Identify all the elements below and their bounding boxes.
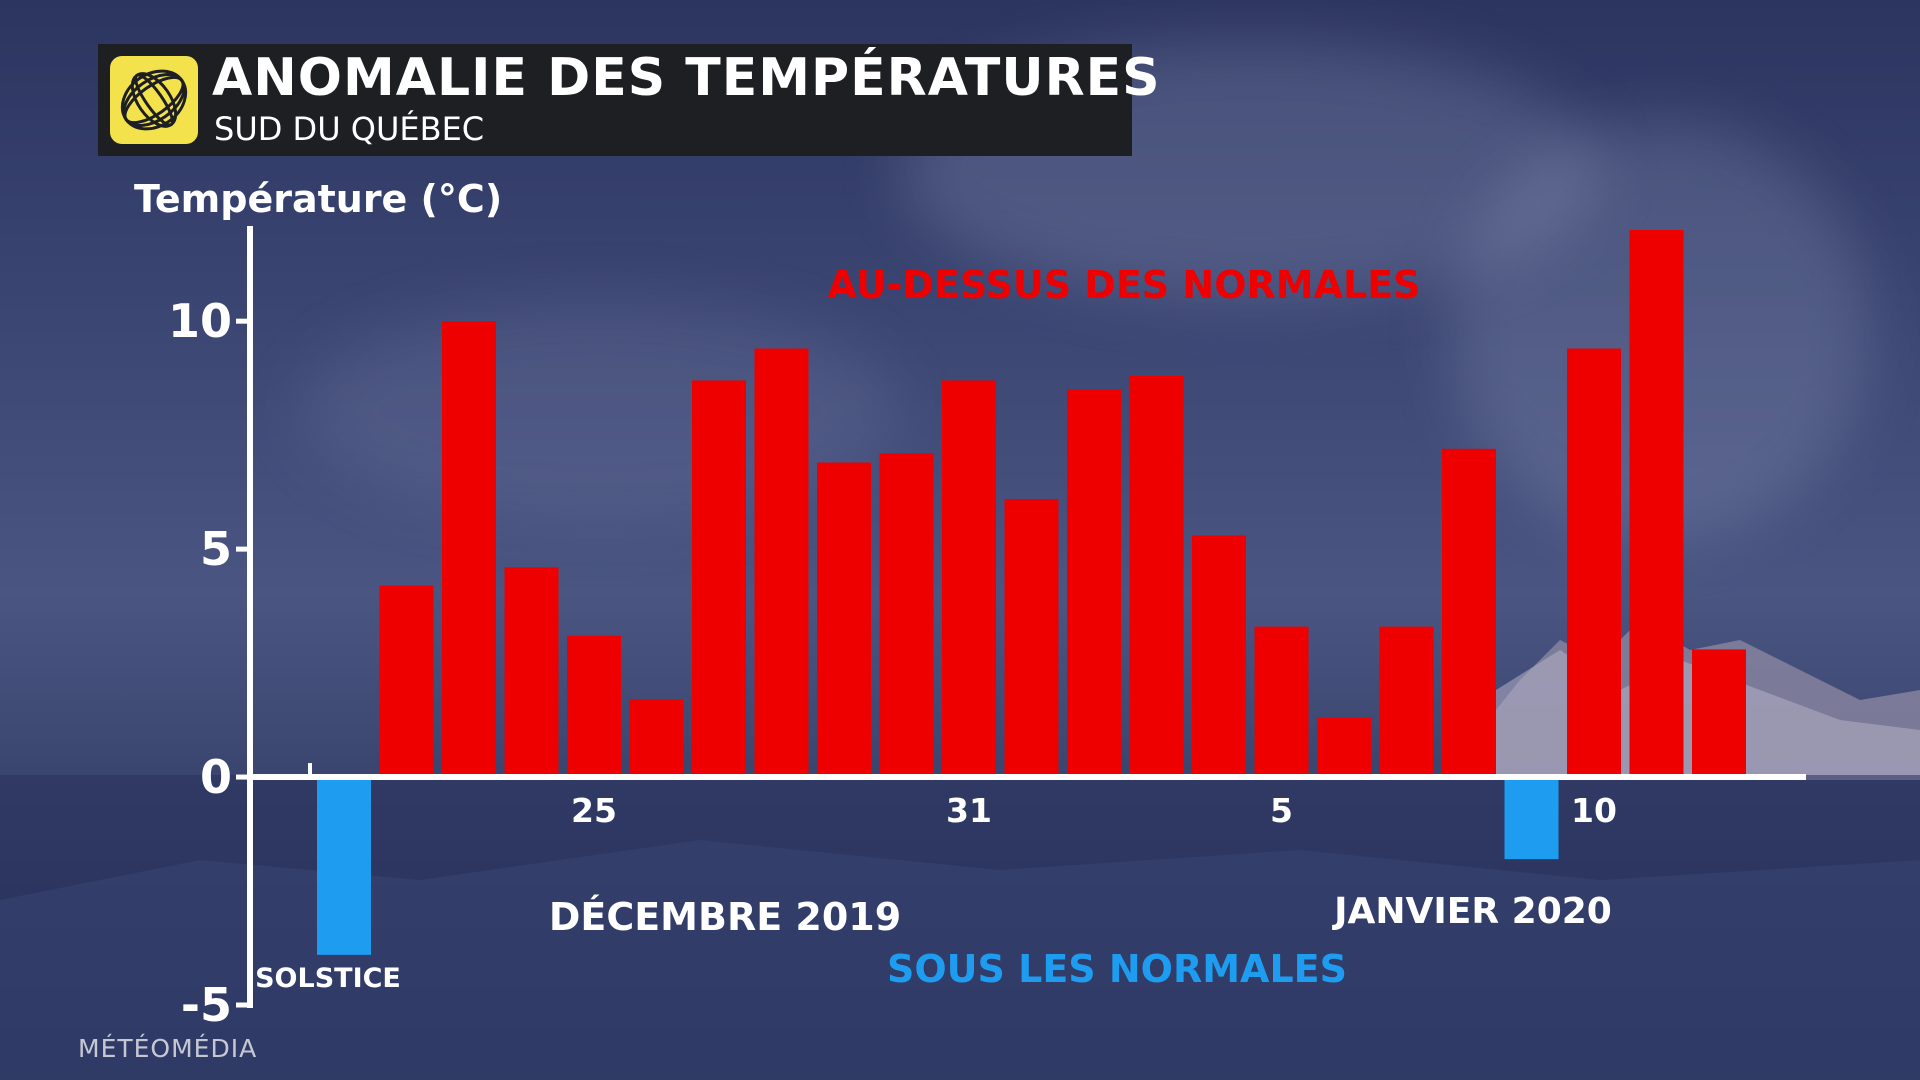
bar-3 bbox=[1129, 375, 1184, 778]
bar-10 bbox=[1567, 348, 1621, 778]
bar-5 bbox=[1254, 626, 1309, 778]
bar-22 bbox=[379, 585, 434, 778]
bar-29 bbox=[817, 462, 871, 778]
y-tick-label: 10 bbox=[168, 294, 232, 348]
bar-28 bbox=[754, 348, 809, 778]
bar-31 bbox=[942, 380, 996, 778]
bar-23 bbox=[442, 321, 496, 778]
x-tick-label: 25 bbox=[571, 791, 617, 830]
y-tick-label: -5 bbox=[181, 978, 232, 1032]
solstice-label: SOLSTICE bbox=[255, 963, 401, 994]
meteomedia-sun-logo-icon bbox=[110, 56, 198, 144]
bar-25 bbox=[567, 635, 621, 778]
bar-9 bbox=[1504, 777, 1559, 860]
bar-4 bbox=[1192, 535, 1246, 778]
bar-7 bbox=[1379, 626, 1434, 778]
bar-2 bbox=[1067, 389, 1121, 778]
below-normal-label: SOUS LES NORMALES bbox=[887, 947, 1347, 991]
chart-title: ANOMALIE DES TEMPÉRATURES bbox=[212, 48, 1161, 108]
x-tick-label: 10 bbox=[1571, 791, 1617, 830]
bar-8 bbox=[1442, 448, 1496, 778]
month-label-december: DÉCEMBRE 2019 bbox=[549, 895, 901, 939]
x-tick-label: 5 bbox=[1270, 791, 1293, 830]
bar-26 bbox=[629, 699, 684, 778]
bar-21 bbox=[317, 777, 371, 955]
bar-27 bbox=[692, 380, 746, 778]
bar-30 bbox=[879, 453, 934, 778]
x-tick-label: 31 bbox=[946, 791, 992, 830]
bar-6 bbox=[1317, 717, 1371, 778]
above-normal-label: AU-DESSUS DES NORMALES bbox=[827, 263, 1420, 307]
bar-24 bbox=[504, 567, 559, 778]
y-tick-label: 5 bbox=[200, 522, 232, 576]
y-tick-label: 0 bbox=[200, 750, 232, 804]
y-axis-label: Température (°C) bbox=[134, 177, 502, 221]
month-label-january: JANVIER 2020 bbox=[1331, 891, 1612, 932]
watermark-text: MÉTÉOMÉDIA bbox=[78, 1034, 258, 1063]
chart-subtitle: SUD DU QUÉBEC bbox=[214, 110, 485, 148]
bar-1 bbox=[1004, 498, 1059, 778]
title-banner: ANOMALIE DES TEMPÉRATURES SUD DU QUÉBEC bbox=[98, 44, 1160, 156]
bar-11 bbox=[1629, 230, 1684, 778]
bar-12 bbox=[1692, 649, 1746, 778]
